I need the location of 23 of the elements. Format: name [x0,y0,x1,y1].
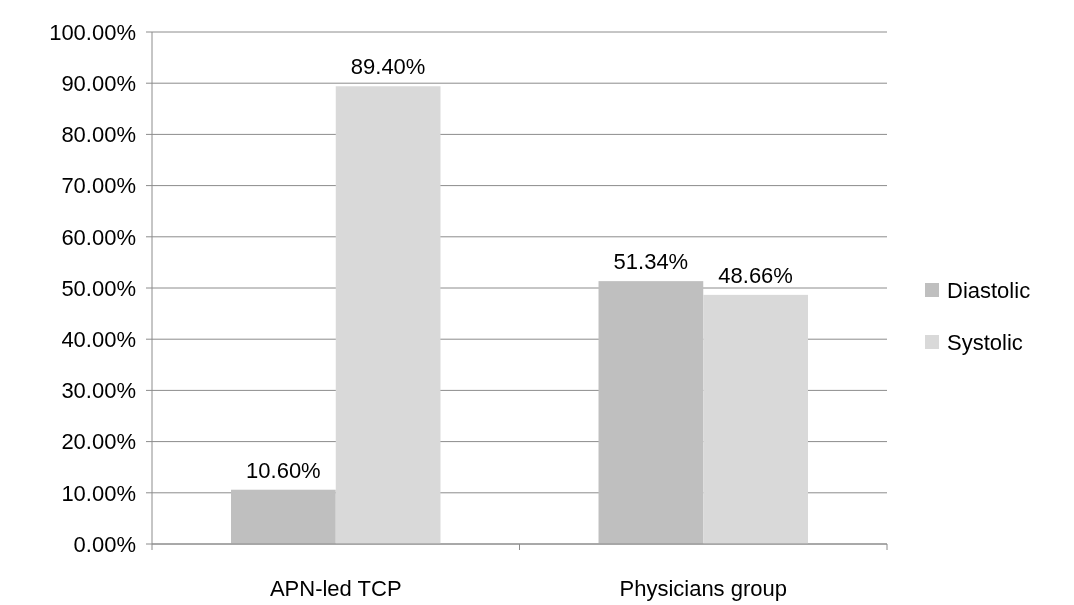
y-tick-label: 80.00% [61,122,136,148]
y-tick-label: 60.00% [61,224,136,250]
y-tick-label: 30.00% [61,378,136,404]
legend-label: Diastolic [947,277,1031,303]
y-tick-label: 90.00% [61,70,136,96]
y-tick-label: 10.00% [61,480,136,506]
y-tick-label: 20.00% [61,429,136,455]
bar [598,281,704,544]
bar [335,86,441,544]
legend-label: Systolic [947,329,1023,355]
y-tick-label: 40.00% [61,326,136,352]
y-tick-label: 100.00% [49,19,136,45]
x-tick-label: APN-led TCP [269,576,402,601]
x-tick-label: Physicians group [619,576,788,601]
y-tick-label: 0.00% [73,531,136,557]
data-label: 89.40% [350,54,426,80]
y-tick-label: 70.00% [61,173,136,199]
data-label: 48.66% [718,262,793,288]
bar [703,294,808,544]
bar [231,489,336,544]
data-label: 10.60% [246,457,321,483]
y-tick-label: 50.00% [61,275,136,301]
data-label: 51.34% [613,249,689,275]
